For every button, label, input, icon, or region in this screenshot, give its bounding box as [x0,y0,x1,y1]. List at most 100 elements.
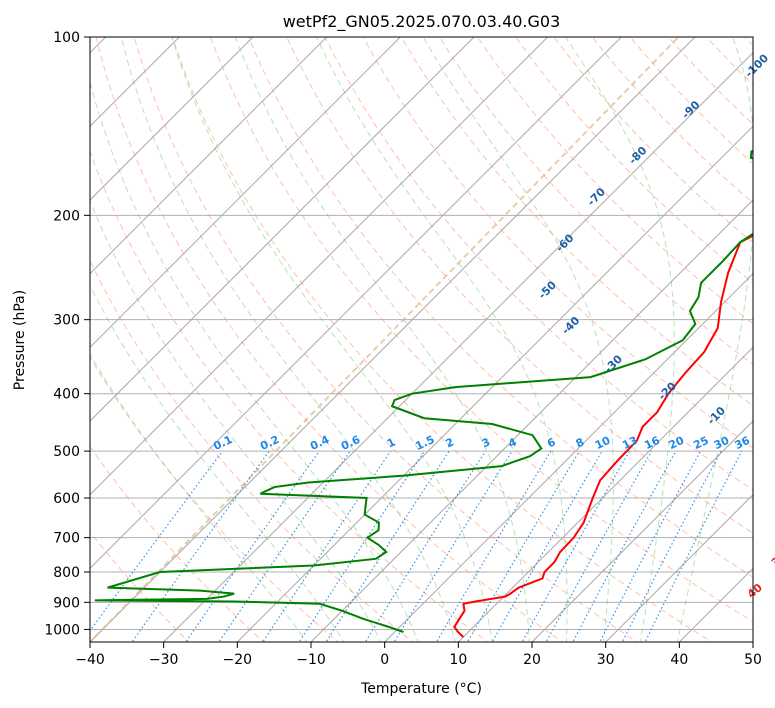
y-axis-ticks: 100 200 300 400 500 600 700 800 900 1000 [44,30,90,638]
profile-lines [94,150,753,638]
dry-adiabat-line [90,259,414,642]
y-tick-label: 700 [53,531,80,547]
moist-adiabat-line [120,37,456,642]
isotherm-line [90,37,328,275]
mixing-ratio-label: 6 [545,435,558,450]
x-tick-label: −40 [75,652,105,668]
moist-adiabat-line [565,37,675,642]
moist-adiabat-line [316,37,568,642]
y-tick-label: 500 [53,444,80,460]
y-tick-label: 900 [53,595,80,611]
x-axis-label: Temperature (°C) [360,681,482,697]
isotherm-line [90,37,402,349]
moist-adiabat-label: -90 [679,98,702,121]
dry-adiabat-line [90,531,190,642]
mixing-ratio-line [90,450,223,632]
moist-adiabat-label: -70 [585,185,608,208]
mixing-ratio-line [262,450,392,642]
mixing-ratio-label: 20 [667,434,687,452]
dry-adiabat-line [400,37,753,407]
x-tick-label: 50 [744,652,762,668]
y-tick-label: 200 [53,208,80,224]
mixing-ratio-label: 16 [642,434,662,452]
moist-adiabat-label: -50 [536,278,559,301]
dry-adiabat-line [90,356,339,642]
moist-adiabat-line [676,37,753,642]
mixing-ratio-label: 13 [620,434,639,452]
dry-adiabat-line [90,150,489,642]
moist-adiabat-label: -80 [626,144,649,167]
mixing-ratio-label: 1 [385,435,397,450]
moist-adiabat-line [90,284,345,642]
isotherm-line [531,420,753,642]
moist-adiabat-line [90,199,382,642]
temperature-profile-line [453,234,753,638]
mixing-ratio-label: 25 [691,434,710,452]
mixing-ratio-label: 0.6 [339,433,362,453]
isotherm-line [90,37,549,496]
y-axis-label: Pressure (hPa) [12,290,28,390]
dry-adiabat-line [286,37,753,534]
moist-adiabat-line [171,37,493,642]
dewpoint-profile-line [94,150,753,633]
mixing-ratio-line [572,450,677,642]
plot-frame [89,36,754,643]
mixing-ratio-label: 4 [506,435,519,450]
moist-adiabat-label: -20 [656,379,679,402]
y-tick-label: 100 [53,30,80,46]
mixing-ratio-line [364,450,486,642]
dry-adiabat-line [744,37,753,47]
mixing-ratio-label: 3 [480,435,492,450]
x-tick-label: −30 [149,652,179,668]
dry-adiabat-line [705,37,753,86]
dry-adiabat-label: 30 [769,549,775,569]
isotherm-line [457,346,753,642]
mixing-ratio-label: 2 [444,435,456,450]
dry-adiabat-label: 40 [745,581,765,601]
isotherm-line [162,51,753,642]
x-tick-label: 0 [380,652,389,668]
mixing-ratio-label: 1.5 [413,433,436,453]
mixing-ratio-label: 0.1 [211,433,234,453]
y-tick-label: 400 [53,387,80,403]
moist-adiabat-label: -40 [559,314,582,337]
reference-lines [90,24,775,645]
isotherm-line [310,199,753,642]
mixing-ratio-line [393,450,513,642]
y-tick-label: 1000 [44,622,80,638]
dry-adiabat-line [95,37,564,642]
dry-adiabat-line [515,37,753,284]
moist-adiabat-line [422,37,614,642]
mixing-ratio-line [298,450,425,642]
grid-lines [90,37,753,642]
mixing-ratio-line [185,450,320,642]
y-tick-label: 600 [53,491,80,507]
dry-adiabat-line [770,24,775,645]
mixing-ratio-line [599,450,702,642]
moist-adiabat-label: -100 [743,51,772,80]
x-tick-label: 30 [597,652,615,668]
isotherm-line [90,37,254,201]
x-tick-label: −20 [223,652,253,668]
moist-adiabat-label: -10 [705,404,728,427]
mixing-ratio-line [644,450,743,642]
dry-adiabat-line [133,37,638,642]
x-tick-label: 40 [670,652,688,668]
mixing-ratio-line [621,450,722,642]
highlight-isotherm-line [90,37,680,642]
dry-adiabat-line [209,37,753,623]
mixing-ratio-line [325,450,450,642]
mixing-ratio-label: 10 [593,434,613,452]
x-axis-ticks: −40 −30 −20 −10 0 10 20 30 40 50 [75,642,762,668]
mixing-ratio-line [131,450,270,642]
y-tick-label: 800 [53,565,80,581]
chart-title: wetPf2_GN05.2025.070.03.40.G03 [283,12,561,32]
mixing-ratio-label: 30 [712,434,732,452]
mixing-ratio-line [435,450,552,642]
isotherm-line [236,125,753,642]
x-tick-label: 20 [523,652,541,668]
y-tick-label: 300 [53,313,80,329]
isotherm-line [752,641,753,642]
mixing-ratio-label: 0.4 [308,433,331,453]
